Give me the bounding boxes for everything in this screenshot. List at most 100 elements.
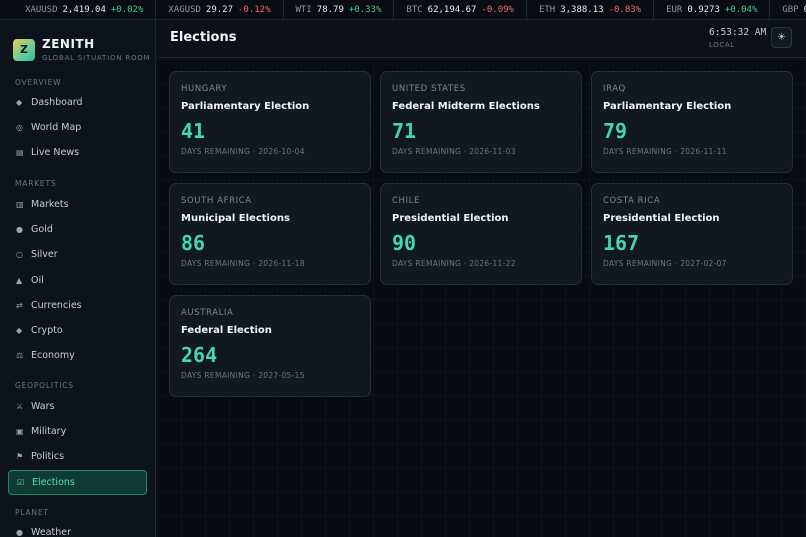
election-meta: DAYS REMAINING · 2026-11-11 <box>603 147 781 156</box>
days-remaining-count: 79 <box>603 119 628 143</box>
sidebar-item-currencies[interactable]: ⇄ Currencies <box>8 293 147 318</box>
sidebar-item-label: Crypto <box>31 325 63 336</box>
sidebar-item-label: Military <box>31 426 67 438</box>
election-date: 2026-11-11 <box>680 147 727 156</box>
ticker-price: 0.7874 <box>804 5 806 15</box>
chart-icon: ▥ <box>16 200 24 209</box>
election-card[interactable]: HUNGARY Parliamentary Election 41 DAYS REMA… <box>169 71 371 173</box>
election-country: AUSTRALIA <box>181 308 234 318</box>
sidebar-item-label: Dashboard <box>31 97 83 108</box>
ticker-item[interactable]: GBP0.7874-0.07% <box>770 0 806 19</box>
election-date: 2026-10-04 <box>258 147 305 156</box>
header: Elections 6:53:32 AM LOCAL ☀ <box>156 20 806 58</box>
sidebar-item-label: Wars <box>31 401 55 412</box>
ticker-item[interactable]: ETH 3,388.13 -0.83% <box>527 0 655 19</box>
sidebar-item-dashboard[interactable]: ◆ Dashboard <box>8 90 147 115</box>
ballot-icon: ☑ <box>17 477 25 487</box>
election-date: 2026-11-18 <box>258 259 305 268</box>
election-country: UNITED STATES <box>392 84 466 94</box>
election-card[interactable]: COSTA RICA Presidential Election 167 DAYS R… <box>591 183 793 285</box>
ticker-change: -0.09% <box>481 4 514 15</box>
days-remaining-label: DAYS REMAINING · <box>392 147 470 156</box>
sidebar-item-economy[interactable]: ⚖ Economy <box>8 343 147 368</box>
sun-icon: ☀ <box>777 32 786 43</box>
page-title: Elections <box>170 30 237 45</box>
silver-icon: ○ <box>16 250 23 260</box>
sidebar-item-label: Economy <box>31 350 75 362</box>
ticker-symbol: WTI <box>295 4 312 15</box>
election-card[interactable]: AUSTRALIA Federal Election 264 DAYS REMAINI… <box>169 295 371 397</box>
scales-icon: ⚖ <box>16 351 24 361</box>
days-remaining-count: 264 <box>181 343 218 367</box>
theme-toggle-button[interactable]: ☀ <box>771 27 792 48</box>
days-remaining-count: 86 <box>181 231 206 255</box>
sidebar-item-gold[interactable]: ● Gold <box>8 217 147 242</box>
election-meta: DAYS REMAINING · 2026-11-03 <box>392 147 570 156</box>
election-meta: DAYS REMAINING · 2027-05-15 <box>181 371 359 380</box>
sidebar-item-label: Live News <box>31 147 80 159</box>
days-remaining-count: 167 <box>603 231 640 255</box>
sidebar-item-silver[interactable]: ○ Silver <box>8 242 147 267</box>
sidebar-item-markets[interactable]: ▥ Markets <box>8 192 147 217</box>
crypto-icon: ◆ <box>16 326 23 335</box>
days-remaining-label: DAYS REMAINING · <box>181 147 259 156</box>
ticker-item[interactable]: XAGUSD 29.27 -0.12% <box>156 0 284 19</box>
election-title: Parliamentary Election <box>603 101 732 112</box>
sidebar-item-elections[interactable]: ☑ Elections <box>8 469 147 495</box>
election-country: CHILE <box>392 196 420 206</box>
diamond-icon: ◆ <box>16 98 23 107</box>
ticker-price: 62,194.67 <box>427 4 477 15</box>
election-card[interactable]: SOUTH AFRICA Municipal Elections 86 DAYS RE… <box>169 183 371 285</box>
election-meta: DAYS REMAINING · 2026-10-04 <box>181 147 359 156</box>
election-card[interactable]: UNITED STATES Federal Midterm Elections 71… <box>380 71 582 173</box>
logo: Z <box>13 38 35 61</box>
election-meta: DAYS REMAINING · 2026-11-22 <box>392 259 570 268</box>
ticker-change: +0.04% <box>724 4 758 15</box>
sidebar-item-crypto[interactable]: ◆ Crypto <box>8 318 147 343</box>
brand-name: ZENITH <box>42 37 95 51</box>
ticker-change: -0.83% <box>608 4 642 15</box>
sidebar-item-oil[interactable]: ▲ Oil <box>8 268 147 293</box>
ticker-symbol: XAUUSD <box>25 4 58 15</box>
election-country: SOUTH AFRICA <box>181 196 252 206</box>
sidebar-item-politics[interactable]: ⚑ Politics <box>8 444 147 469</box>
section-label-markets: MARKETS <box>15 179 57 188</box>
ticker-item[interactable]: BTC 62,194.67 -0.09% <box>394 0 527 19</box>
election-title: Federal Midterm Elections <box>392 101 540 112</box>
days-remaining-count: 90 <box>392 231 417 255</box>
ticker-change: +0.02% <box>110 4 144 15</box>
election-title: Parliamentary Election <box>181 101 310 112</box>
election-date: 2026-11-03 <box>469 147 516 156</box>
military-icon: ▣ <box>16 427 24 437</box>
sidebar-item-wars[interactable]: ⚔ Wars <box>8 394 147 419</box>
ticker-item[interactable]: WTI 78.79 +0.33% <box>284 0 395 19</box>
ticker-item[interactable]: XAUUSD 2,419.04 +0.02% <box>0 0 157 19</box>
sidebar-item-live-news[interactable]: ▤ Live News <box>8 140 147 165</box>
days-remaining-label: DAYS REMAINING · <box>181 259 259 268</box>
ticker-price: 78.79 <box>316 4 344 15</box>
days-remaining-label: DAYS REMAINING · <box>603 259 681 268</box>
ticker-price: 2,419.04 <box>62 4 106 15</box>
ticker-symbol: GBP <box>782 4 799 15</box>
clock-label: LOCAL <box>709 41 735 49</box>
brand-subtitle: GLOBAL SITUATION ROOM <box>42 54 151 62</box>
election-date: 2027-05-15 <box>258 371 305 380</box>
election-country: IRAQ <box>603 84 626 94</box>
sidebar-item-world-map[interactable]: ◎ World Map <box>8 115 147 140</box>
sidebar-item-label: Markets <box>31 199 69 210</box>
sidebar: Z ZENITH GLOBAL SITUATION ROOM OVERVIEW ◆… <box>0 20 156 537</box>
election-card[interactable]: CHILE Presidential Election 90 DAYS REMAINI… <box>380 183 582 285</box>
election-card[interactable]: IRAQ Parliamentary Election 79 DAYS REMAINI… <box>591 71 793 173</box>
brand[interactable]: Z ZENITH GLOBAL SITUATION ROOM <box>13 37 151 62</box>
swords-icon: ⚔ <box>16 402 24 411</box>
sidebar-item-military[interactable]: ▣ Military <box>8 419 147 444</box>
election-country: HUNGARY <box>181 84 228 94</box>
election-meta: DAYS REMAINING · 2027-02-07 <box>603 259 781 268</box>
ticker-item[interactable]: EUR 0.9273 +0.04% <box>654 0 771 19</box>
sidebar-item-weather[interactable]: ● Weather <box>8 520 147 537</box>
section-label-geopolitics: GEOPOLITICS <box>15 381 74 390</box>
ticker-symbol: EUR <box>666 4 683 15</box>
election-title: Presidential Election <box>603 213 720 224</box>
ticker-symbol: ETH <box>538 4 556 15</box>
oil-icon: ▲ <box>16 275 23 285</box>
